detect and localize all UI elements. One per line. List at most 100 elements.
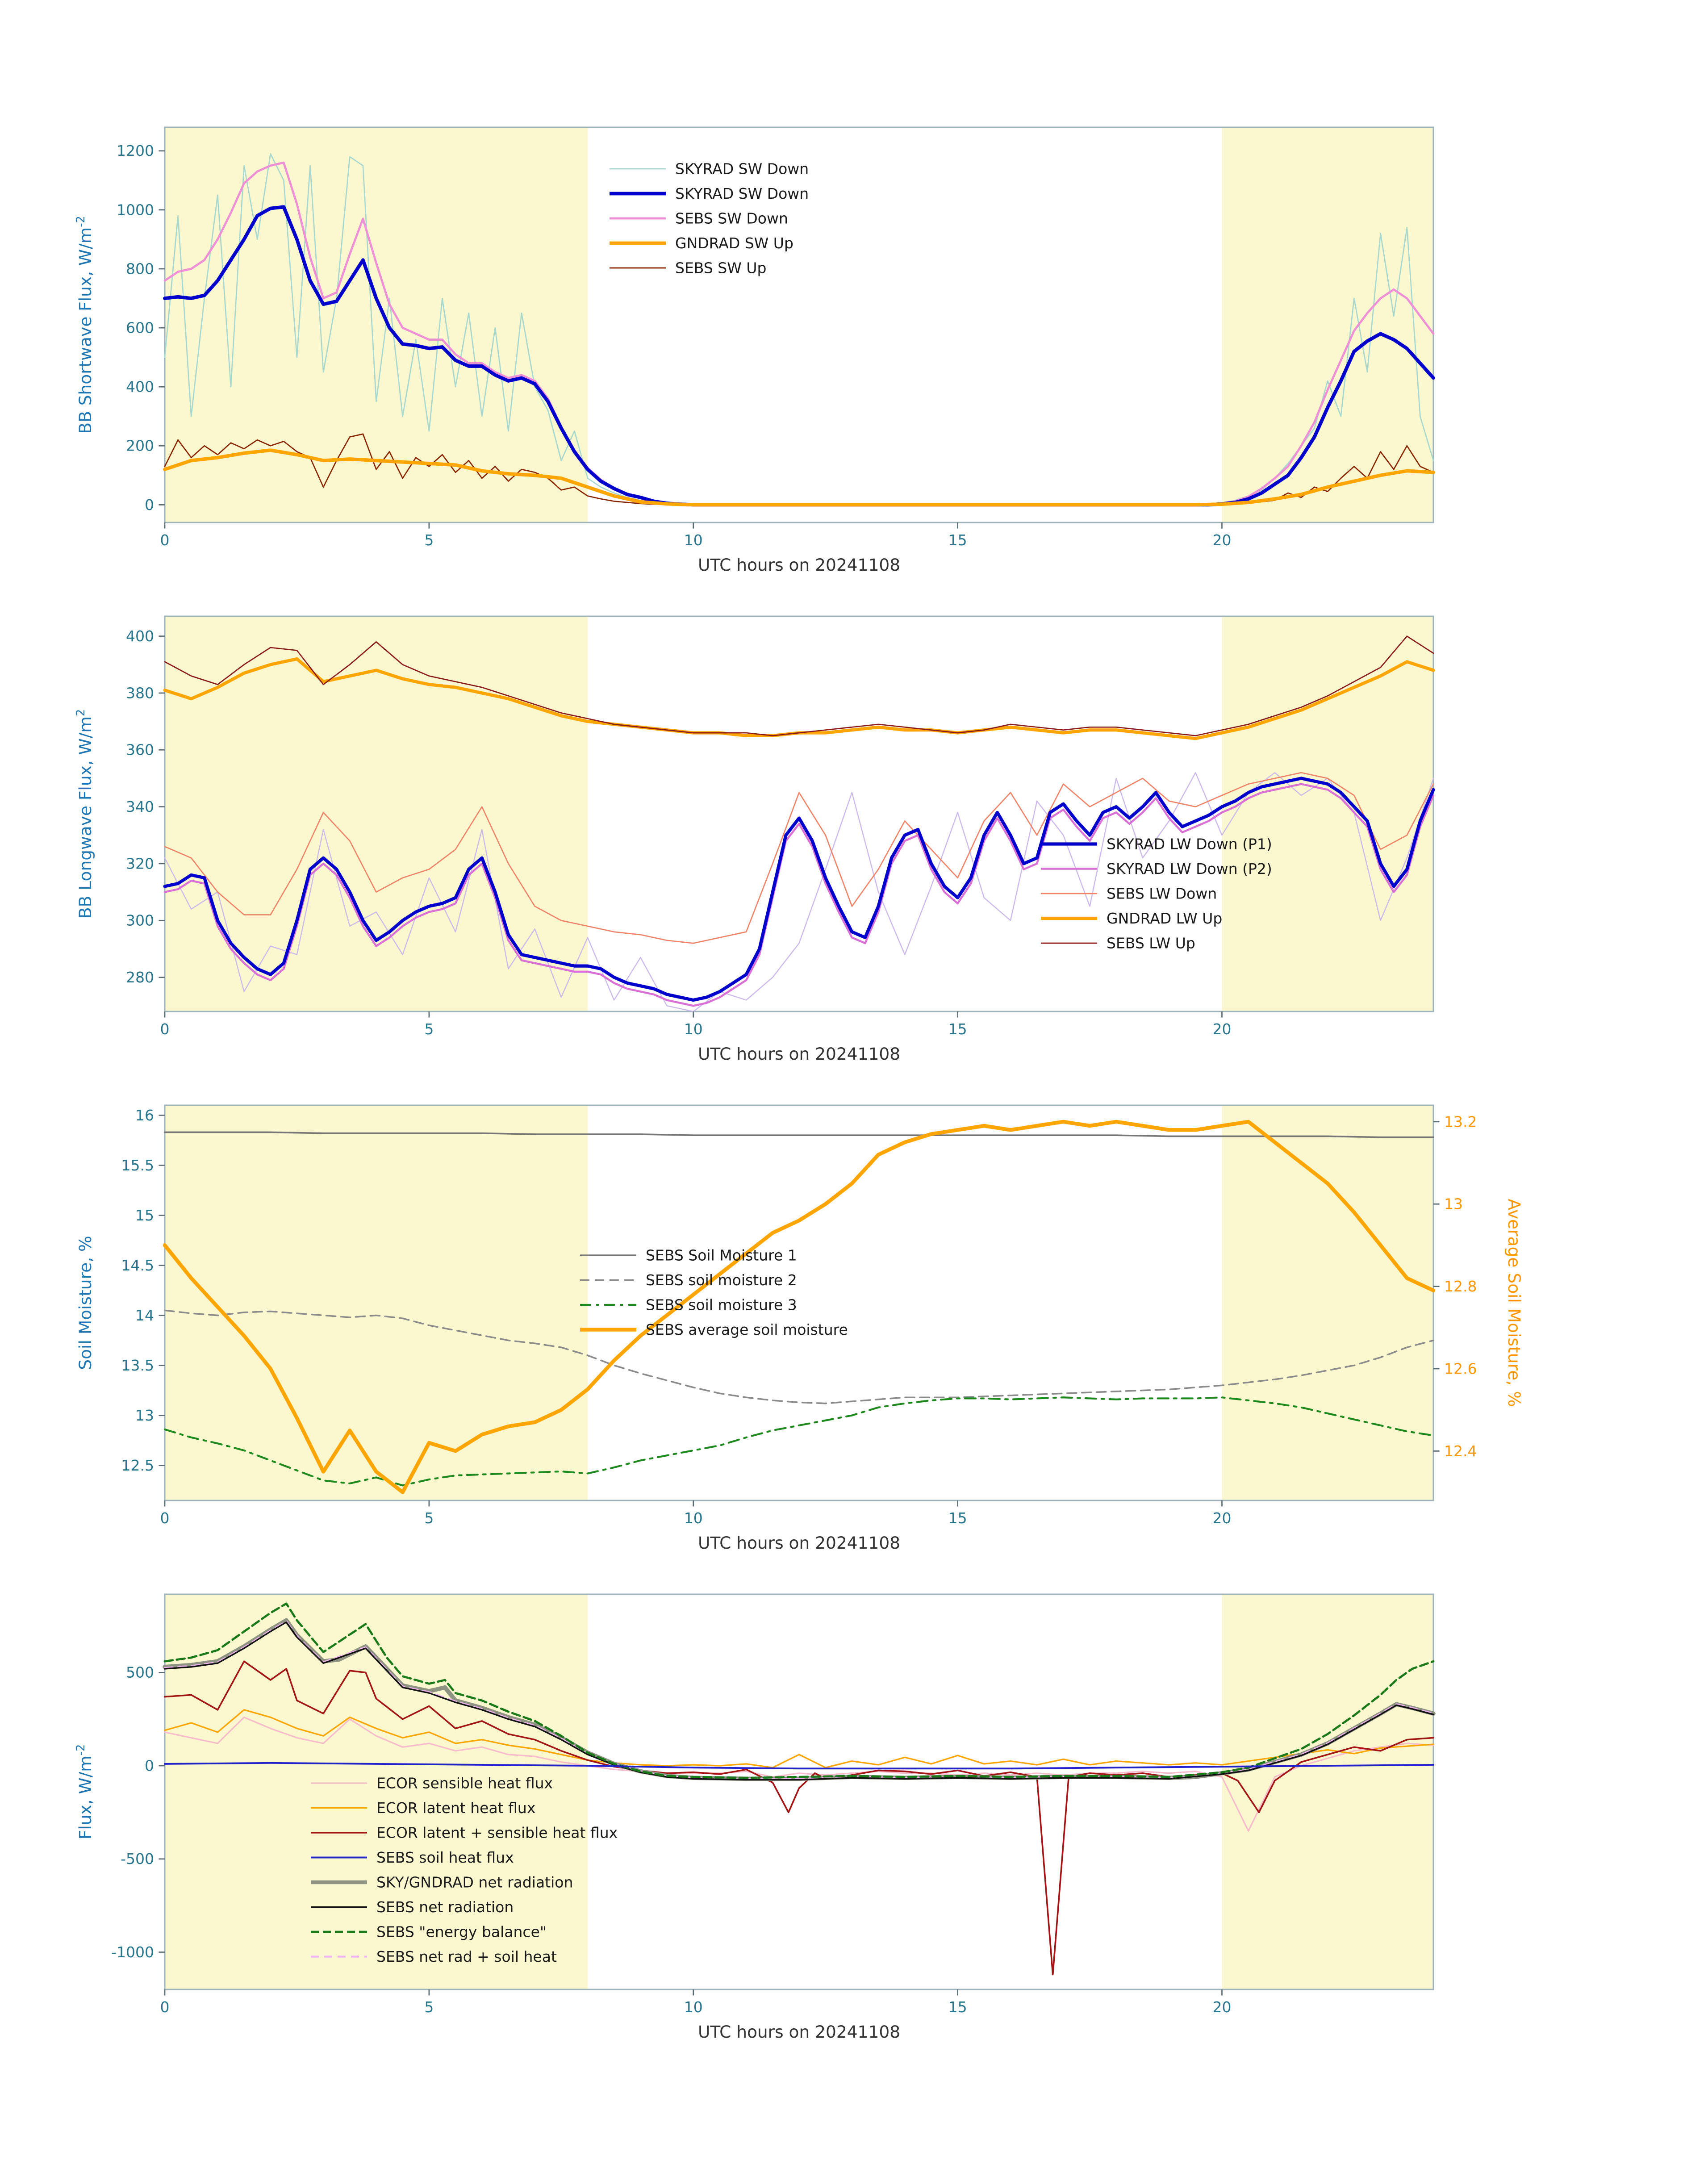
- legend-label: SKYRAD SW Down: [675, 160, 809, 177]
- y-tick-label: 16: [135, 1107, 154, 1124]
- series-skyrad-lw-raw: [164, 772, 1434, 1012]
- legend-label: ECOR sensible heat flux: [376, 1774, 553, 1792]
- x-tick-label: 10: [684, 1509, 703, 1527]
- y-axis-label-text: BB Shortwave Flux, W/m: [75, 227, 95, 434]
- x-axis-label: UTC hours on 20241108: [698, 2022, 900, 2042]
- legend-label: SEBS LW Down: [1107, 885, 1217, 902]
- y-tick-label: 1000: [117, 201, 154, 218]
- legend-label: GNDRAD SW Up: [675, 234, 793, 252]
- night-shading: [165, 616, 588, 1011]
- legend-label: SEBS "energy balance": [376, 1923, 547, 1940]
- legend-label: SEBS average soil moisture: [646, 1321, 848, 1338]
- panel-longwave-flux: 0 5 10 15 20 280 300 320 340 360 380 400 UTC hours o…: [74, 615, 1435, 1064]
- series-sebs-soil-moisture-2: [164, 1309, 1434, 1404]
- y-tick-label: 800: [126, 260, 154, 277]
- y-tick-label: 400: [126, 378, 154, 396]
- x-tick-label: 10: [684, 1998, 703, 2016]
- legend-label: SKYRAD LW Down (P1): [1107, 835, 1272, 852]
- y-tick-label: 360: [126, 741, 154, 759]
- x-axis-label: UTC hours on 20241108: [698, 1533, 900, 1553]
- x-tick-label: 0: [160, 1509, 170, 1527]
- right-y-axis-label-text: Average Soil Moisture, %: [1504, 1199, 1524, 1407]
- x-tick-label: 15: [948, 1020, 967, 1038]
- y-tick-label: 13.5: [121, 1357, 154, 1374]
- series-sebs-lw-up: [164, 635, 1434, 736]
- y-axis-label: Flux, W/m-2: [74, 1744, 95, 1839]
- series-ecor-latent-heat-flux: [164, 1709, 1434, 1768]
- y-axis-label: BB Shortwave Flux, W/m-2: [74, 216, 95, 434]
- x-tick-label: 5: [424, 1998, 434, 2016]
- y-axis-label-sup: -2: [74, 1744, 88, 1755]
- x-tick-label: 0: [160, 531, 170, 549]
- x-tick-label: 15: [948, 1998, 967, 2016]
- x-tick-label: 0: [160, 1020, 170, 1038]
- y-axis-label: BB Longwave Flux, W/m2: [74, 709, 95, 919]
- legend-label: SKYRAD LW Down (P2): [1107, 860, 1272, 877]
- x-tick-label: 20: [1213, 531, 1232, 549]
- right-y-tick-label: 12.4: [1444, 1442, 1477, 1460]
- y-axis-label: Soil Moisture, %: [75, 1236, 95, 1370]
- panel-soil-moisture: 0 5 10 15 20 12.5 13 13.5 14 14.5 15 15.5 16 12.4 12.6…: [75, 1104, 1524, 1553]
- legend-label: SEBS soil moisture 3: [646, 1296, 797, 1313]
- x-tick-label: 5: [424, 1020, 434, 1038]
- legend-label: SEBS net radiation: [376, 1898, 514, 1916]
- y-tick-label: 0: [145, 496, 154, 514]
- legend-label: SKY/GNDRAD net radiation: [376, 1873, 573, 1891]
- night-shading: [165, 1105, 588, 1500]
- y-tick-label: 14.5: [121, 1257, 154, 1274]
- y-tick-label: -1000: [111, 1943, 154, 1961]
- y-tick-label: 400: [126, 627, 154, 645]
- y-tick-label: 300: [126, 912, 154, 929]
- night-shading: [1222, 1594, 1433, 1989]
- y-axis-label-text: Flux, W/m: [75, 1755, 95, 1839]
- plot-border: [164, 1593, 1434, 1990]
- series-ecor-sensible-heat-flux: [164, 1716, 1434, 1832]
- legend-label: SEBS SW Up: [675, 259, 766, 276]
- legend: SEBS Soil Moisture 1 SEBS soil moisture 2…: [580, 1246, 848, 1338]
- y-tick-label: 12.5: [121, 1457, 154, 1474]
- night-shading: [165, 127, 588, 522]
- x-axis-label: UTC hours on 20241108: [698, 1044, 900, 1064]
- y-tick-label: -500: [121, 1850, 154, 1868]
- legend-label: SEBS LW Up: [1107, 934, 1195, 952]
- y-tick-label: 600: [126, 319, 154, 337]
- legend-label: SEBS Soil Moisture 1: [646, 1246, 797, 1264]
- right-y-tick-label: 13: [1444, 1195, 1463, 1213]
- y-tick-label: 1200: [117, 142, 154, 159]
- y-tick-label: 340: [126, 798, 154, 815]
- plot-border: [164, 615, 1434, 1012]
- x-tick-label: 5: [424, 531, 434, 549]
- y-tick-label: 500: [126, 1664, 154, 1681]
- plot-border: [164, 126, 1434, 523]
- panel-flux: 0 5 10 15 20 -1000 -500 0 500 UTC hours on 202411…: [74, 1593, 1436, 2042]
- y-tick-label: 280: [126, 969, 154, 986]
- y-axis-label-sup: 2: [74, 709, 88, 716]
- x-tick-label: 20: [1213, 1020, 1232, 1038]
- legend-label: SEBS SW Down: [675, 209, 788, 227]
- legend: SKYRAD LW Down (P1) SKYRAD LW Down (P2) SE…: [1041, 835, 1272, 952]
- x-axis-label: UTC hours on 20241108: [698, 555, 900, 575]
- series-sebs-soil-moisture-3: [163, 1396, 1435, 1487]
- y-tick-label: 200: [126, 437, 154, 455]
- y-tick-label: 380: [126, 684, 154, 702]
- night-shading: [1222, 1105, 1433, 1500]
- series-sebs-energy-balance-: [163, 1602, 1435, 1779]
- legend-label: SEBS soil moisture 2: [646, 1271, 797, 1289]
- legend: ECOR sensible heat flux ECOR latent heat …: [311, 1774, 618, 1965]
- x-tick-label: 0: [160, 1998, 170, 2016]
- legend-label: ECOR latent heat flux: [376, 1799, 535, 1817]
- legend-label: ECOR latent + sensible heat flux: [376, 1824, 618, 1841]
- legend-label: GNDRAD LW Up: [1107, 910, 1222, 927]
- y-tick-label: 14: [135, 1307, 154, 1324]
- legend: SKYRAD SW Down SKYRAD SW Down SEBS SW Down…: [610, 160, 809, 276]
- series-skyrad-lw-down-p2-: [163, 783, 1435, 1007]
- right-y-tick-label: 13.2: [1444, 1113, 1477, 1130]
- right-y-axis-label: Average Soil Moisture, %: [1504, 1199, 1524, 1407]
- x-tick-label: 10: [684, 1020, 703, 1038]
- x-tick-label: 20: [1213, 1509, 1232, 1527]
- series-sebs-soil-heat-flux: [164, 1762, 1434, 1770]
- series-sebs-average-soil-moisture: [163, 1120, 1436, 1494]
- y-axis-label-text: BB Longwave Flux, W/m: [75, 716, 95, 919]
